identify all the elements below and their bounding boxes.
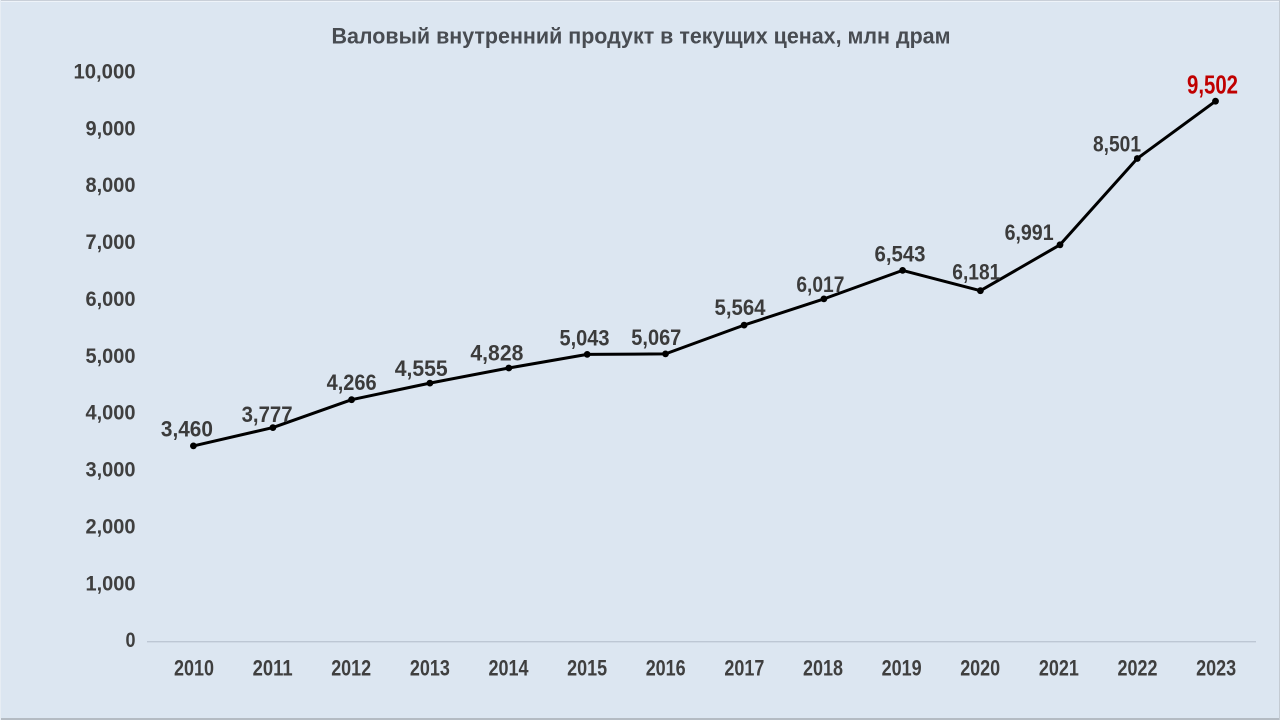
svg-text:2,000: 2,000 (86, 516, 136, 539)
svg-text:5,564: 5,564 (715, 295, 767, 320)
svg-text:9,000: 9,000 (86, 117, 136, 140)
svg-text:2019: 2019 (882, 656, 922, 681)
svg-text:2022: 2022 (1118, 656, 1158, 681)
svg-text:4,266: 4,266 (327, 370, 377, 395)
svg-text:2016: 2016 (646, 656, 686, 681)
svg-text:5,000: 5,000 (86, 345, 136, 368)
svg-text:6,017: 6,017 (796, 272, 844, 297)
svg-text:2018: 2018 (803, 656, 843, 681)
svg-text:6,543: 6,543 (875, 241, 926, 266)
svg-text:3,777: 3,777 (242, 402, 293, 427)
svg-text:4,828: 4,828 (470, 341, 523, 366)
svg-text:2014: 2014 (489, 656, 530, 681)
svg-text:10,000: 10,000 (74, 61, 136, 84)
svg-text:6,000: 6,000 (86, 288, 136, 311)
svg-text:5,043: 5,043 (560, 325, 610, 350)
svg-text:2021: 2021 (1039, 656, 1079, 681)
svg-text:2015: 2015 (567, 656, 607, 681)
svg-text:0: 0 (126, 629, 136, 652)
svg-text:2010: 2010 (174, 656, 214, 681)
svg-text:9,502: 9,502 (1187, 72, 1238, 100)
svg-text:1,000: 1,000 (86, 572, 136, 595)
svg-text:3,000: 3,000 (86, 459, 136, 482)
svg-text:2017: 2017 (724, 656, 764, 681)
svg-text:6,181: 6,181 (952, 259, 1000, 284)
svg-text:2012: 2012 (331, 656, 371, 681)
svg-text:2023: 2023 (1196, 656, 1236, 681)
svg-text:2011: 2011 (253, 656, 293, 681)
svg-text:3,460: 3,460 (161, 417, 213, 442)
svg-text:8,501: 8,501 (1093, 131, 1141, 156)
svg-text:5,067: 5,067 (631, 325, 681, 350)
svg-text:2013: 2013 (410, 656, 450, 681)
svg-text:7,000: 7,000 (86, 231, 136, 254)
svg-text:8,000: 8,000 (86, 174, 136, 197)
svg-text:2020: 2020 (960, 656, 1000, 681)
svg-text:Валовый внутренний продукт в т: Валовый внутренний продукт в текущих цен… (332, 24, 951, 49)
svg-text:4,000: 4,000 (86, 402, 136, 425)
svg-text:6,991: 6,991 (1005, 220, 1054, 245)
svg-text:4,555: 4,555 (395, 356, 448, 381)
